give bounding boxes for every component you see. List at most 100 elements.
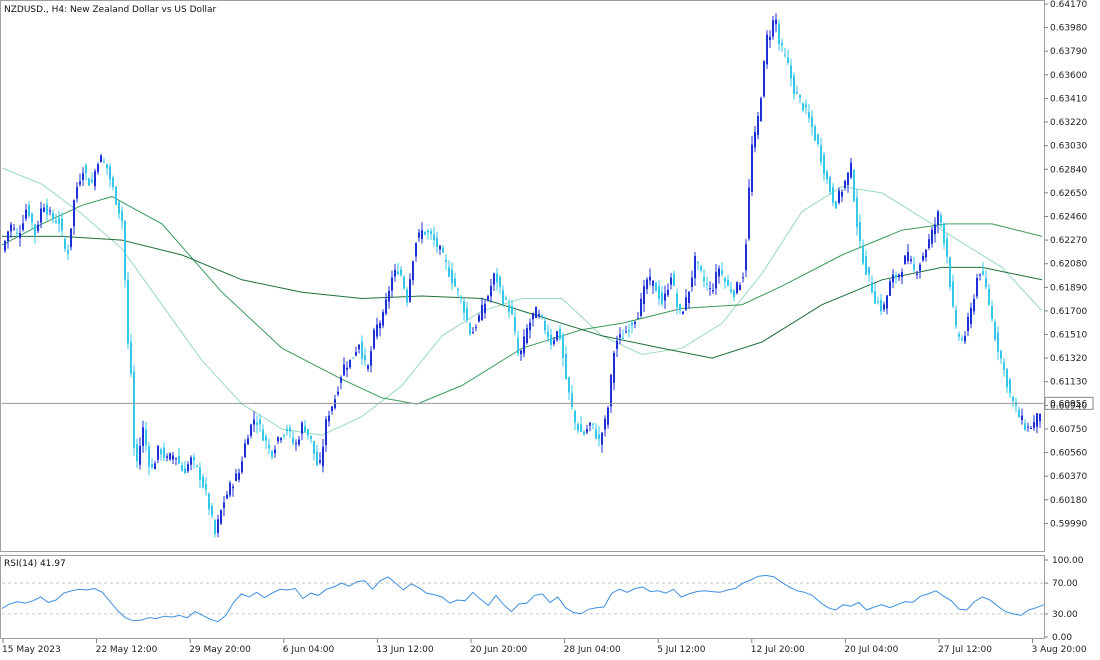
candle-body: [526, 328, 528, 344]
rsi-tick-label: 30.00: [1052, 610, 1078, 620]
candle-body: [322, 446, 324, 467]
candle-body: [28, 205, 30, 217]
time-tick-label: 28 Jun 04:00: [564, 645, 621, 655]
candle-body: [505, 297, 507, 300]
candle-body: [436, 238, 438, 247]
candle-body: [448, 267, 450, 277]
candle-body: [199, 467, 201, 480]
candle-body: [601, 432, 603, 445]
candle-body: [7, 231, 9, 241]
candle-body: [100, 155, 102, 163]
candle-body: [25, 209, 27, 219]
candle-body: [811, 116, 813, 128]
candle-body: [178, 455, 180, 464]
candle-body: [649, 276, 651, 281]
candle-body: [229, 482, 231, 496]
candle-body: [22, 223, 24, 230]
candle-body: [451, 269, 453, 284]
candle-body: [52, 213, 54, 220]
candle-body: [172, 455, 174, 460]
candle-body: [901, 272, 903, 278]
candle-body: [574, 410, 576, 423]
candle-body: [763, 61, 765, 97]
candle-body: [274, 449, 276, 454]
candle-body: [868, 267, 870, 275]
candle-body: [175, 458, 177, 460]
candle-body: [1006, 369, 1008, 388]
candle-body: [253, 419, 255, 425]
candle-body: [304, 426, 306, 432]
candle-body: [928, 239, 930, 248]
candle-body: [106, 163, 108, 169]
candle-body: [433, 234, 435, 241]
candle-body: [598, 434, 600, 439]
price-pane: [0, 0, 1045, 552]
price-tick-label: 0.61320: [1050, 354, 1087, 364]
candle-body: [94, 171, 96, 187]
candle-body: [424, 231, 426, 235]
candle-body: [214, 520, 216, 534]
candle-body: [859, 222, 861, 242]
candle-body: [508, 304, 510, 312]
candle-body: [247, 438, 249, 445]
candle-body: [700, 266, 702, 271]
candle-body: [205, 483, 207, 490]
candle-body: [142, 427, 144, 447]
candle-body: [250, 424, 252, 436]
current-price-box: [1044, 396, 1094, 410]
candle-body: [838, 190, 840, 203]
candle-body: [565, 353, 567, 379]
candle-body: [892, 274, 894, 283]
candle-body: [61, 218, 63, 231]
candle-body: [979, 274, 981, 276]
candle-body: [502, 290, 504, 304]
candle-body: [154, 463, 156, 470]
price-tick-label: 0.63410: [1050, 94, 1087, 104]
candle-body: [670, 277, 672, 285]
price-tick-label: 0.60370: [1050, 472, 1087, 482]
candle-body: [790, 65, 792, 79]
price-tick-label: 0.59990: [1050, 519, 1087, 529]
candle-body: [676, 293, 678, 308]
candle-body: [724, 278, 726, 282]
candle-body: [775, 19, 777, 25]
time-tick-label: 20 Jul 04:00: [844, 645, 898, 655]
candle-body: [190, 457, 192, 465]
candle-body: [283, 434, 285, 436]
time-tick-label: 29 May 20:00: [189, 645, 251, 655]
candle-body: [766, 34, 768, 65]
candle-body: [121, 211, 123, 222]
candle-body: [388, 290, 390, 302]
candle-body: [925, 249, 927, 258]
candle-body: [694, 256, 696, 279]
candle-body: [1039, 413, 1041, 422]
candle-body: [268, 444, 270, 449]
candle-body: [937, 211, 939, 225]
candle-body: [805, 104, 807, 108]
candle-body: [295, 443, 297, 445]
rsi-tick-label: 70.00: [1052, 579, 1078, 589]
candle-body: [991, 306, 993, 319]
candle-body: [784, 54, 786, 56]
candle-body: [715, 272, 717, 289]
candle-body: [208, 493, 210, 510]
candle-body: [493, 273, 495, 285]
candle-body: [877, 301, 879, 303]
candle-body: [319, 460, 321, 463]
candle-body: [913, 264, 915, 270]
candle-body: [994, 322, 996, 340]
candle-body: [592, 423, 594, 425]
price-tick-label: 0.63790: [1050, 47, 1087, 57]
price-tick-label: 0.62270: [1050, 236, 1087, 246]
candle-body: [1036, 413, 1038, 427]
candle-body: [55, 220, 57, 223]
candle-body: [970, 307, 972, 325]
candle-body: [541, 315, 543, 317]
candle-body: [673, 273, 675, 286]
candle-body: [604, 418, 606, 430]
time-tick-label: 27 Jul 12:00: [938, 645, 992, 655]
candle-body: [484, 304, 486, 314]
candle-body: [754, 131, 756, 148]
candle-body: [325, 419, 327, 446]
candle-body: [277, 437, 279, 442]
